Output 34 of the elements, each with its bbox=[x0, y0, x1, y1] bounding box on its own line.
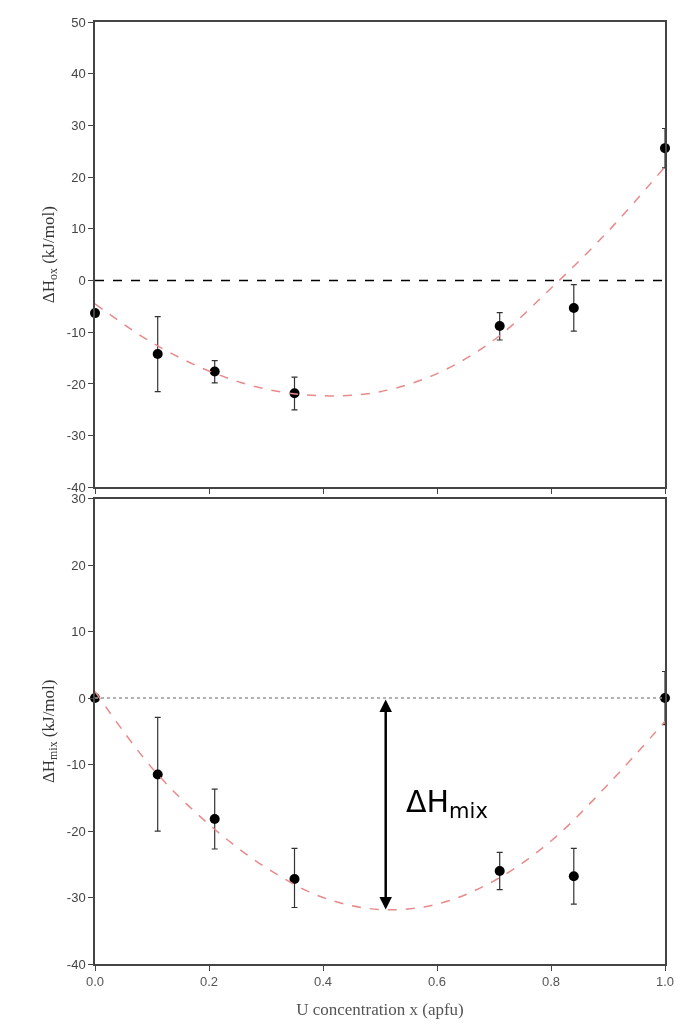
point bbox=[152, 348, 163, 359]
y-tick-label: -20 bbox=[66, 823, 86, 839]
x-tick-label: 0.8 bbox=[541, 974, 561, 990]
x-axis-title: U concentration x (apfu) bbox=[296, 1000, 464, 1020]
y-tick-label: -30 bbox=[66, 890, 86, 906]
x-tick-label: 0.6 bbox=[427, 974, 447, 990]
y-tick-label: 30 bbox=[71, 117, 86, 133]
point bbox=[209, 366, 220, 377]
point bbox=[494, 865, 505, 876]
y-tick-label: 20 bbox=[71, 169, 86, 185]
line-series bbox=[95, 166, 665, 397]
point bbox=[289, 873, 300, 884]
x-tick-label: 1.0 bbox=[655, 974, 675, 990]
point bbox=[568, 302, 579, 313]
y-tick-label: 10 bbox=[71, 221, 86, 237]
point bbox=[152, 769, 163, 780]
point bbox=[209, 814, 220, 825]
x-tick-label: 0.2 bbox=[199, 974, 219, 990]
y-tick-label: 0 bbox=[78, 273, 86, 289]
y-tick-label: 10 bbox=[71, 624, 86, 640]
y-tick-label: 20 bbox=[71, 557, 86, 573]
point bbox=[568, 871, 579, 882]
y-tick-label: -10 bbox=[66, 757, 86, 773]
annotation: ΔH$_{mix}$ bbox=[406, 784, 488, 824]
x-tick-label: 0.4 bbox=[313, 974, 333, 990]
x-tick-label: 0.0 bbox=[85, 974, 105, 990]
y-tick-label: -10 bbox=[66, 324, 86, 340]
y-tick-label: -30 bbox=[66, 428, 86, 444]
y-tick-label: -20 bbox=[66, 376, 86, 392]
y-tick-label: -40 bbox=[66, 956, 86, 972]
y-tick-label: 50 bbox=[71, 14, 86, 30]
y-tick-label: 40 bbox=[71, 66, 86, 82]
point bbox=[494, 321, 505, 332]
y-tick-label: 0 bbox=[78, 690, 86, 706]
